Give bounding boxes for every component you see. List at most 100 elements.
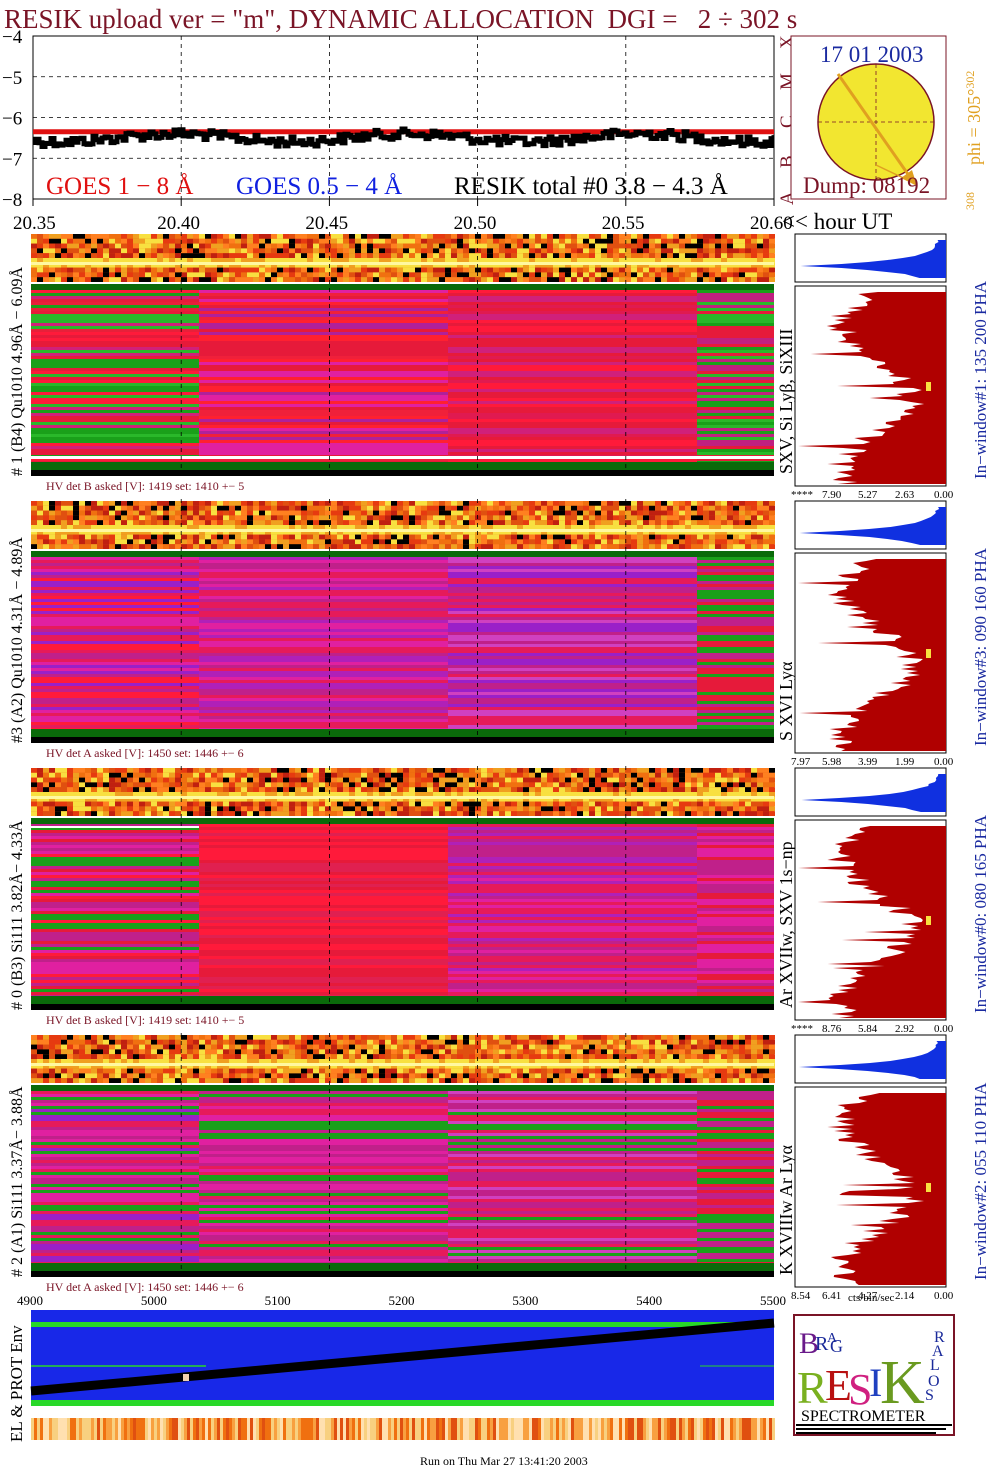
sun-pointer-arrow [836, 73, 914, 181]
logo-letter-o: O [928, 1373, 940, 1390]
spectrogram-body [31, 1085, 774, 1277]
spectrogram-panel: # 0 (B3) Si111 3.82Å− 4.33Å Ar XVIIw, SXV… [8, 766, 990, 1035]
bragresik-solar-logo: B R A G R E S I K S O L A R SPECTROMETER [793, 1314, 955, 1436]
panel-hv-text: HV det A asked [V]: 1450 set: 1446 +− 6 [46, 1280, 244, 1294]
env-label: EL & PROT Env [7, 1325, 26, 1442]
env-trend-line [30, 1318, 775, 1396]
panel-hv-text: HV det A asked [V]: 1450 set: 1446 +− 6 [46, 746, 244, 760]
logo-letter-i: I [869, 1360, 882, 1405]
panel-histogram: 8.54 6.41 4.27 2.14 0.00 [791, 1034, 954, 1302]
time-axis: 20.35 20.40 20.45 20.50 20.55 20.60 [13, 199, 793, 234]
goes-plot: −4 −5 −6 −7 −8 GOES 1 − 8 Å GOES 0.5 − 4 Å R… [2, 27, 775, 211]
run-footer: Run on Thu Mar 27 13:41:20 2003 [420, 1454, 588, 1468]
env-x-ticks: 4900 5000 5100 5200 5300 5400 5500 [17, 1293, 786, 1308]
histogram-x-tick: 0.00 [934, 756, 954, 768]
goes-curves [33, 126, 774, 149]
panel-window-label: In−window#0: 080 165 PHA [971, 814, 990, 1013]
logo-letter-a: A [827, 1331, 838, 1346]
time-tick-label: 20.35 [13, 213, 56, 234]
histogram-blue-fill [795, 1041, 946, 1079]
time-axis-unit: << hour UT [782, 209, 892, 234]
env-x-tick-label: 5300 [512, 1293, 538, 1308]
histogram-x-tick: 5.84 [858, 1023, 878, 1035]
histogram-x-tick: 0.00 [934, 1290, 954, 1302]
env-x-tick-label: 5500 [760, 1293, 786, 1308]
histogram-marker [926, 382, 931, 391]
spectrogram-body [31, 818, 774, 1010]
resik-total-series [33, 126, 774, 149]
logo-letter-r3: R [934, 1329, 945, 1346]
sun-dump: Dump: 08192 [803, 173, 930, 198]
goes-legend-05-4: GOES 0.5 − 4 Å [236, 173, 402, 200]
panel-window-label: In−window#2: 055 110 PHA [971, 1082, 990, 1280]
panel-detector-label: # 2 (A1) Si111 3.37Å− 3.88Å [8, 1086, 26, 1277]
env-x-tick-label: 5100 [265, 1293, 291, 1308]
time-tick-label: 20.60 [750, 213, 793, 234]
logo-letter-b: B [799, 1327, 819, 1360]
logo-letter-k: K [880, 1349, 925, 1417]
panel-window-label: In−window#1: 135 200 PHA [971, 280, 990, 479]
env-x-tick-label: 4900 [17, 1293, 43, 1308]
histogram-x-tick: 2.14 [895, 1290, 915, 1302]
goes-legend-1-8: GOES 1 − 8 Å [46, 173, 193, 200]
panel-hv-text: HV det B asked [V]: 1419 set: 1410 +− 5 [46, 479, 244, 493]
panel-hv-text: HV det B asked [V]: 1419 set: 1410 +− 5 [46, 1013, 244, 1027]
histogram-x-tick: 5.98 [822, 756, 842, 768]
histogram-red-fill [798, 826, 946, 1018]
histogram-x-tick: 2.63 [895, 489, 915, 501]
env-x-tick-label: 5200 [389, 1293, 415, 1308]
histogram-blue-fill [795, 240, 946, 278]
env-panel: 4900 5000 5100 5200 5300 5400 5500 EL & PROT E… [7, 1293, 786, 1442]
panel-detector-label: # 0 (B3) Si111 3.82Å− 4.33Å [8, 820, 26, 1010]
time-tick-label: 20.50 [454, 213, 497, 234]
histogram-red-fill [827, 1093, 946, 1285]
panel-detector-label: #3 (A2) Qu1010 4.31Å − 4.89Å [8, 537, 26, 743]
goes-y-ticks: −4 −5 −6 −7 −8 [2, 27, 23, 211]
logo-letter-a2: A [932, 1343, 944, 1360]
spectrogram-body [31, 551, 774, 743]
goes-y-tick-label: −4 [2, 27, 23, 48]
histogram-x-tick: 6.41 [822, 1290, 841, 1302]
spectrogram-top-strip [31, 501, 775, 549]
sun-position-panel: 17 01 2003 Dump: 08192 [790, 35, 947, 200]
env-x-tick-label: 5000 [141, 1293, 167, 1308]
histogram-x-tick: 0.00 [934, 489, 954, 501]
histogram-marker [926, 1183, 931, 1192]
spectrogram-panel: # 2 (A1) Si111 3.37Å− 3.88Å K XVIIIw Ar L… [8, 1033, 990, 1302]
panel-window-label: In−window#3: 090 160 PHA [971, 547, 990, 746]
histogram-marker [926, 916, 931, 925]
histogram-x-tick: 2.92 [895, 1023, 914, 1035]
histogram-x-tick: 7.97 [791, 756, 811, 768]
spectrogram-panel: #3 (A2) Qu1010 4.31Å − 4.89Å S XVI Lyα HV … [8, 499, 990, 768]
histogram-x-tick: 0.00 [934, 1023, 954, 1035]
sun-date: 17 01 2003 [820, 42, 924, 67]
histogram-x-tick: 8.76 [822, 1023, 842, 1035]
panel-detector-label: # 1 (B4) Qu1010 4.96Å − 6.09Å [8, 267, 26, 476]
logo-letter-g: G [830, 1336, 843, 1356]
histogram-x-tick: 3.99 [858, 756, 878, 768]
goes-y-tick-label: −5 [2, 68, 22, 89]
logo-letter-r: R [815, 1333, 829, 1355]
histogram-unit: cts/bin/sec [848, 1292, 895, 1304]
sun-phi-bottom: 308 [963, 192, 977, 210]
spectrogram-body [31, 284, 774, 476]
panel-line-label: Ar XVIIw, SXV 1s−np [776, 841, 796, 1008]
goes-y-tick-label: −6 [2, 109, 22, 130]
spectrogram-panels: # 1 (B4) Qu1010 4.96Å − 6.09Å SXV, Si Lyβ… [8, 232, 990, 1304]
goes-y-tick-label: −8 [2, 190, 22, 211]
goes-gridlines [33, 36, 774, 199]
panel-line-label: S XVI Lyα [776, 661, 796, 741]
time-tick-label: 20.45 [305, 213, 348, 234]
logo-letter-e: E [825, 1361, 852, 1410]
logo-letter-s: S [848, 1365, 872, 1414]
histogram-blue-fill [795, 774, 946, 812]
spectrogram-panel: # 1 (B4) Qu1010 4.96Å − 6.09Å SXV, Si Lyβ… [8, 232, 990, 501]
logo-letter-r2: R [797, 1362, 828, 1413]
histogram-marker [926, 649, 931, 658]
logo-letter-s2: S [925, 1387, 934, 1404]
panel-line-label: SXV, Si Lyβ, SiXIII [776, 329, 796, 474]
histogram-x-tick: **** [791, 1023, 813, 1035]
histogram-x-tick: 1.99 [895, 756, 915, 768]
sun-phi: phi = 305°302 [963, 71, 984, 165]
